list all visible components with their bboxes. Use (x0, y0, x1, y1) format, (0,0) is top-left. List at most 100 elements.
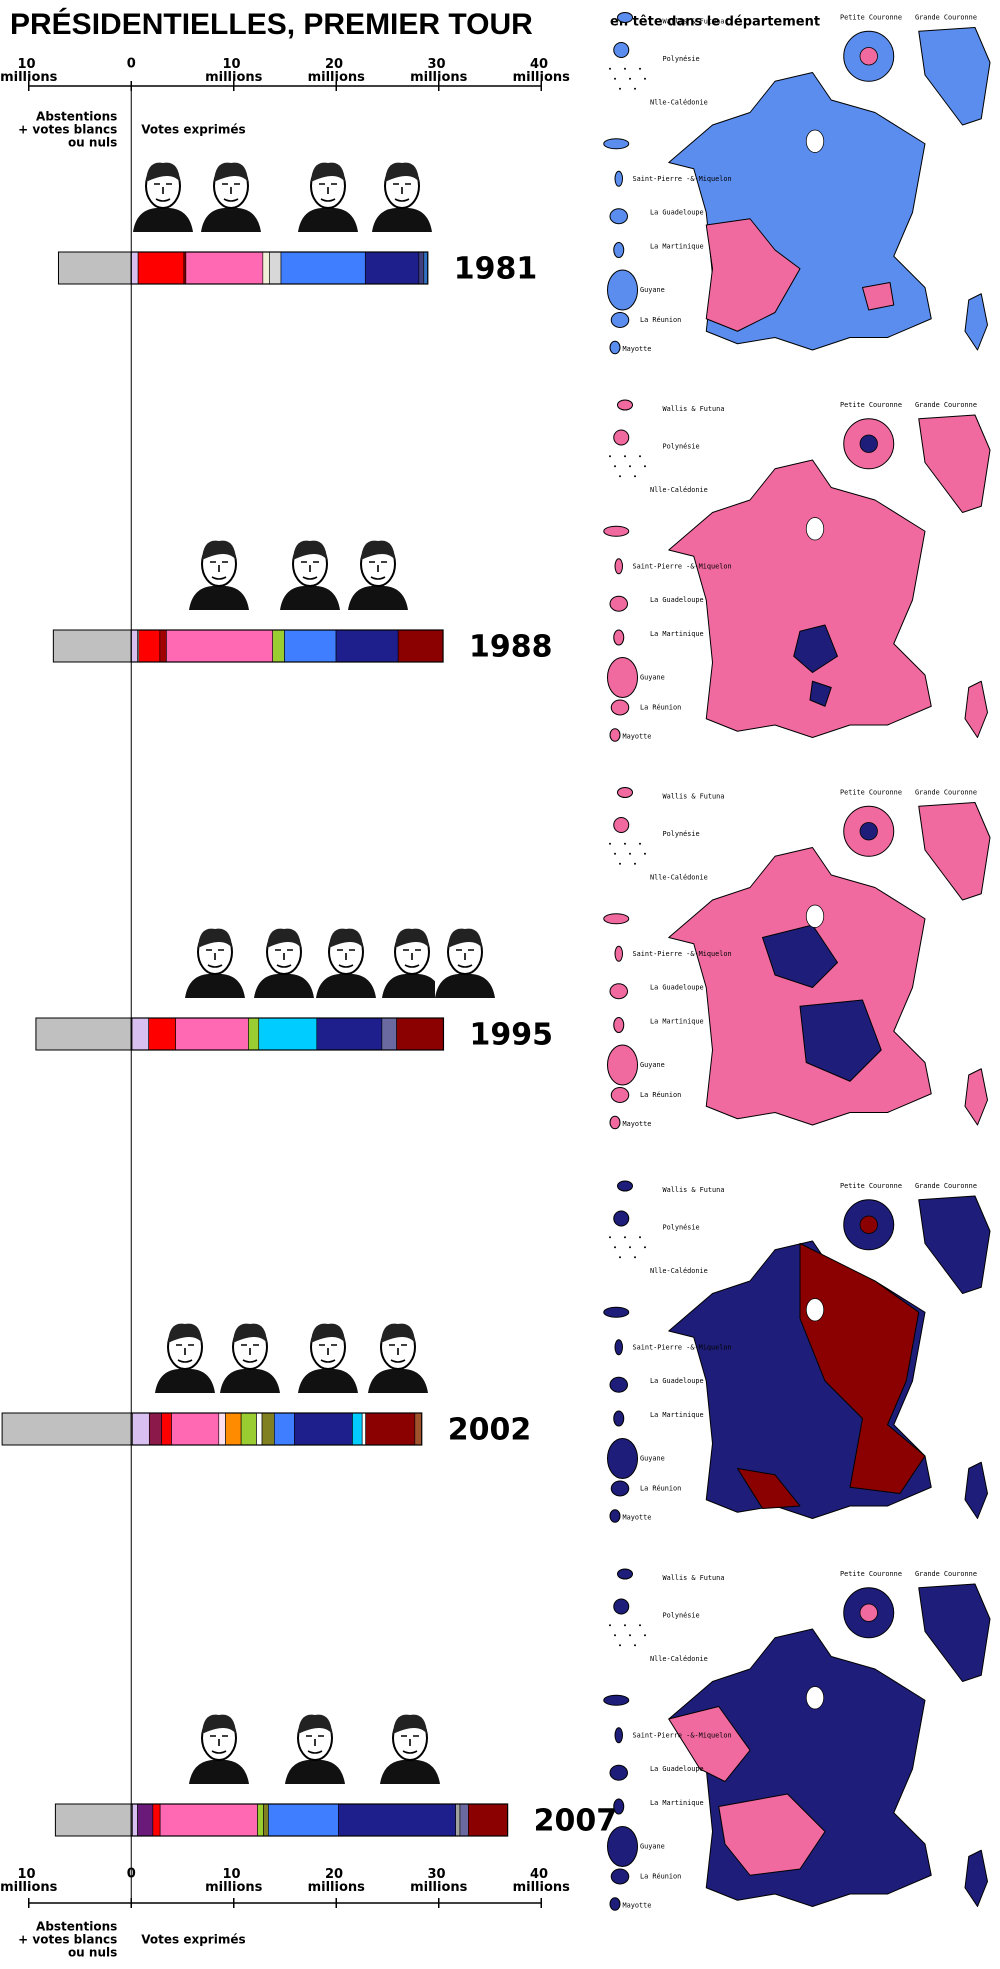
vote-segment (468, 1803, 508, 1837)
portrait (189, 1702, 249, 1784)
island-dot (619, 1256, 621, 1259)
overseas-territory (609, 208, 628, 225)
portrait-features (389, 1344, 407, 1363)
overseas-territory (613, 429, 630, 446)
x-tick-label: 10 millions (0, 1867, 58, 1895)
island-dot (634, 475, 636, 478)
paris (805, 517, 825, 541)
overseas-territory (610, 1480, 630, 1497)
petite-couronne-paris (859, 47, 878, 66)
overseas-territory (607, 1826, 638, 1867)
map-label: Grande Couronne (915, 1570, 977, 1578)
overseas-territory (603, 1306, 630, 1318)
vote-segment (262, 251, 270, 285)
abstention-bar (35, 1017, 132, 1051)
portrait-shoulders (382, 973, 442, 998)
vote-segment (159, 629, 167, 663)
island-dot (614, 1634, 616, 1637)
vote-segment (130, 629, 138, 663)
department-map: Petite Couronne Grande Couronne Wallis & F… (603, 12, 991, 355)
map-label: La Martinique (650, 242, 704, 250)
leading-region (762, 924, 838, 988)
x-tick-label: 10 millions (0, 57, 58, 85)
abstention-bar (1, 1412, 132, 1446)
vote-segment (166, 629, 274, 663)
island-dot (634, 1256, 636, 1259)
x-tick-label: 0 (127, 57, 136, 72)
paris (805, 1686, 825, 1710)
map-label: Saint-Pierre -&-Miquelon (633, 1731, 732, 1739)
portrait-features (222, 183, 240, 202)
portrait-hair (311, 162, 345, 182)
vote-segment (335, 629, 399, 663)
portrait (380, 1702, 440, 1784)
vote-segment (152, 1803, 161, 1837)
vote-segment (396, 1017, 444, 1051)
leading-region (799, 1243, 926, 1494)
island-dot (614, 1246, 616, 1249)
votes-note: Votes exprimés (141, 1933, 245, 1947)
portrait (254, 916, 314, 998)
island-dot (624, 1624, 626, 1627)
island-dot (644, 852, 646, 855)
island-dot (639, 67, 641, 70)
vote-segment (137, 1803, 154, 1837)
vote-segment (352, 1412, 363, 1446)
petite-couronne-paris (859, 822, 878, 841)
portrait-features (319, 1344, 337, 1363)
portrait-shoulders (380, 1759, 440, 1784)
overseas-territory (614, 945, 623, 962)
leading-region (793, 624, 838, 673)
portrait-shoulders (280, 585, 340, 610)
island-dot (639, 1624, 641, 1627)
x-tick-label: 40 millions (513, 1867, 571, 1895)
portrait (220, 1311, 280, 1393)
island-dot (609, 842, 611, 845)
vote-segment (381, 1017, 397, 1051)
island-dot (629, 852, 631, 855)
island-dot (629, 1634, 631, 1637)
overseas-territory (603, 913, 630, 925)
portrait (316, 916, 376, 998)
portrait-shoulders (372, 207, 432, 232)
x-tick-label: 20 millions (308, 1867, 366, 1895)
x-tick-label: 20 millions (308, 57, 366, 85)
portrait-hair (385, 162, 419, 182)
portrait-features (210, 1735, 228, 1754)
portrait-features (154, 183, 172, 202)
overseas-territory (614, 1727, 623, 1744)
island-dot (634, 87, 636, 90)
corsica (964, 680, 988, 738)
portrait-features (337, 949, 355, 968)
portrait-hair (146, 162, 180, 182)
map-label: Mayotte (623, 1513, 652, 1521)
overseas-territory (609, 340, 621, 355)
portrait-shoulders (298, 207, 358, 232)
vote-segment (280, 251, 366, 285)
map-label: La Guadeloupe (650, 596, 704, 604)
vote-segment (256, 1412, 263, 1446)
vote-segment (248, 1017, 260, 1051)
map-label: Guyane (640, 1843, 665, 1851)
overseas-territory (609, 1764, 628, 1781)
vote-segment (263, 1803, 269, 1837)
vote-segment (132, 1412, 150, 1446)
portrait-hair (329, 928, 363, 948)
leading-region (668, 1706, 751, 1782)
overseas-territory (613, 1210, 630, 1227)
portrait-features (393, 183, 411, 202)
island-dot (619, 1644, 621, 1647)
map-label: Wallis & Futuna (663, 1574, 725, 1582)
vote-segment (414, 1412, 423, 1446)
grande-couronne (918, 1195, 991, 1294)
island-dot (629, 77, 631, 80)
leading-region (737, 1468, 801, 1509)
map-label: Saint-Pierre -&-Miquelon (633, 1343, 732, 1351)
bar-outline (130, 629, 444, 663)
bar-outline (130, 251, 429, 285)
map-label: Polynésie (663, 830, 700, 838)
island-dot (634, 1644, 636, 1647)
year-label: 2002 (448, 1413, 532, 1448)
overseas-territory (609, 1509, 621, 1523)
